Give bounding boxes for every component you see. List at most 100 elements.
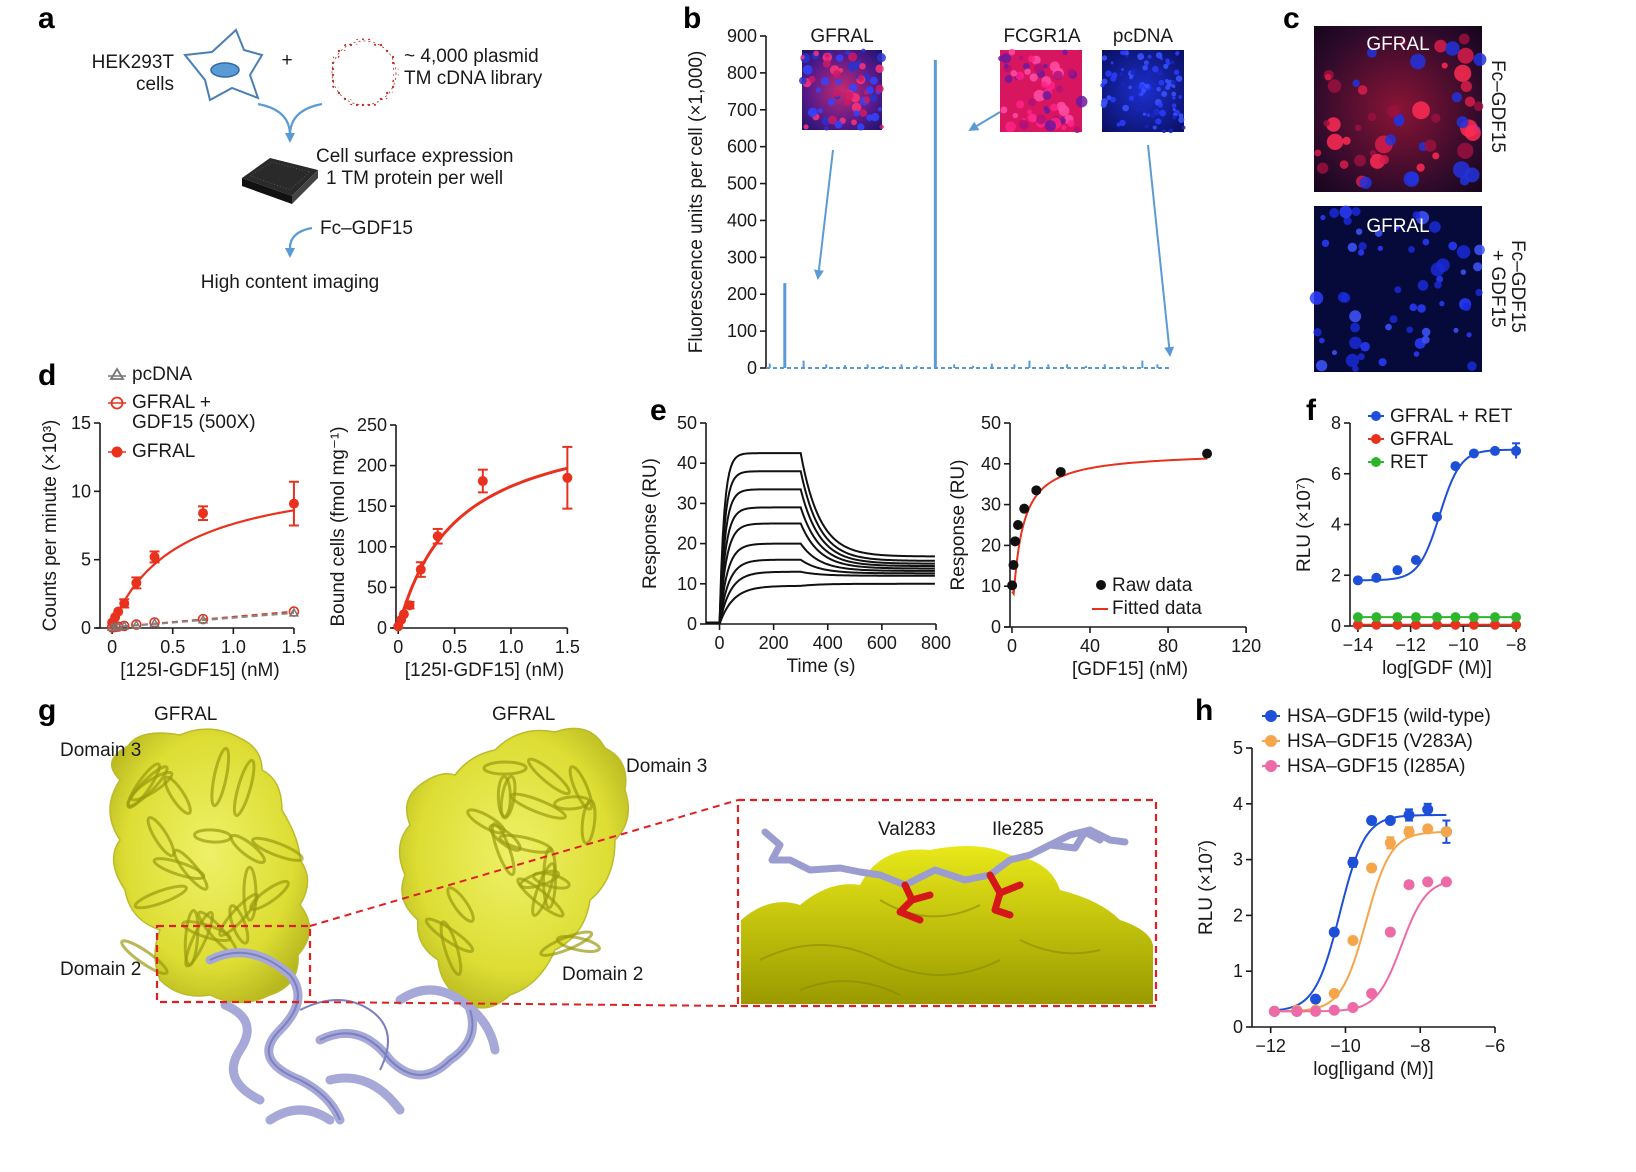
helix-coil bbox=[251, 836, 304, 862]
y-tick-label: 2 bbox=[1331, 565, 1341, 585]
h-point bbox=[1384, 837, 1396, 849]
x-axis-label: log[GDF (M)] bbox=[1382, 658, 1492, 679]
cell-dot bbox=[1462, 302, 1471, 312]
h-point bbox=[1422, 803, 1434, 815]
cell-dot bbox=[1027, 113, 1037, 123]
cells-label-line2: cells bbox=[136, 74, 174, 95]
h-point bbox=[1328, 1004, 1340, 1016]
cell-dot bbox=[1436, 275, 1444, 283]
cell-dot bbox=[1029, 73, 1038, 82]
cell-dot bbox=[1008, 48, 1016, 56]
left-gfral-label: GFRAL bbox=[154, 704, 217, 725]
helix-coil bbox=[152, 857, 206, 880]
cell-dot bbox=[820, 77, 830, 86]
f-point bbox=[1432, 612, 1442, 623]
cell-dot bbox=[1152, 125, 1157, 130]
y-tick-label: 20 bbox=[981, 535, 1001, 555]
y-tick-label: 300 bbox=[727, 247, 757, 267]
h-point bbox=[1347, 1001, 1359, 1013]
gfral-point bbox=[131, 577, 142, 588]
helix-coil bbox=[172, 848, 209, 891]
inset-label-gfral: GFRAL bbox=[810, 26, 873, 47]
y-tick-label: 40 bbox=[981, 454, 1001, 474]
y-tick-label: 50 bbox=[367, 577, 387, 597]
panel-label-h: h bbox=[1195, 694, 1213, 727]
cell-dot bbox=[1394, 224, 1400, 231]
y-tick-label: 2 bbox=[1233, 905, 1243, 925]
cell-dot bbox=[1358, 242, 1367, 251]
gfral-ret-fit bbox=[1357, 448, 1517, 582]
f-point bbox=[1468, 612, 1479, 623]
cell-dot bbox=[1454, 64, 1472, 82]
cell-dot bbox=[876, 53, 886, 63]
f-point bbox=[1490, 619, 1500, 630]
raw-data-point bbox=[1202, 448, 1213, 459]
panel-e-legend: Raw data Fitted data bbox=[1092, 575, 1202, 619]
panel-label-g: g bbox=[38, 694, 56, 727]
sensorgram-trace bbox=[706, 570, 935, 625]
cell-dot bbox=[1122, 104, 1129, 112]
reagent-label: Fc–GDF15 bbox=[320, 218, 413, 239]
cell-dot bbox=[1010, 70, 1018, 77]
f-point bbox=[1432, 619, 1442, 630]
plus-sign: + bbox=[281, 50, 292, 71]
cell-dot bbox=[1408, 246, 1415, 253]
helix-coil bbox=[210, 746, 231, 808]
cell-dot bbox=[1329, 208, 1339, 218]
x-tick-label: 0 bbox=[107, 637, 117, 657]
x-axis-label: [GDF15] (nM) bbox=[1072, 659, 1188, 680]
pcdna-point bbox=[112, 621, 124, 631]
cell-dot bbox=[824, 53, 830, 58]
cell-dot bbox=[1456, 116, 1469, 129]
y-axis-label: Bound cells (fmol mg⁻¹) bbox=[328, 426, 349, 626]
cell-dot bbox=[1430, 262, 1445, 277]
raw-data-legend-marker bbox=[1096, 580, 1106, 590]
cell-nucleus-icon bbox=[210, 62, 240, 78]
x-tick-label: 40 bbox=[1080, 636, 1100, 656]
cell-dot bbox=[1181, 125, 1186, 130]
cell-dot bbox=[832, 70, 841, 78]
h-point bbox=[1384, 926, 1396, 938]
panel-c-micrographs: GFRAL GFRAL Fc–GDF15 Fc–GDF15 + GDF15 bbox=[1309, 26, 1528, 372]
cell-dot bbox=[1022, 62, 1030, 70]
panel-h-chart: 0 1 2 3 4 5 −12 −10 −8 −6 log[ligand (M)] RLU (×10⁷… bbox=[1196, 738, 1505, 1080]
cell-dot bbox=[1350, 322, 1360, 333]
legend-marker bbox=[1265, 710, 1277, 722]
x-tick-label: 0 bbox=[715, 633, 725, 653]
helix-coil bbox=[129, 770, 174, 802]
cell-dot bbox=[1172, 96, 1176, 100]
cell-dot bbox=[1337, 291, 1349, 303]
cell-dot bbox=[1041, 81, 1048, 88]
y-axis-label: Counts per minute (×10³) bbox=[40, 420, 61, 632]
cell-dot bbox=[1173, 69, 1180, 76]
cell-dot bbox=[1144, 83, 1150, 89]
cell-dot bbox=[1457, 47, 1474, 64]
legend-marker bbox=[1371, 457, 1381, 467]
cell-dot bbox=[1018, 55, 1024, 61]
y-tick-label: 50 bbox=[677, 413, 697, 433]
helix-coil bbox=[446, 886, 475, 923]
helix-coil bbox=[527, 757, 571, 796]
cell-dot bbox=[1165, 84, 1171, 91]
cell-dot bbox=[1141, 108, 1147, 113]
cell-dot bbox=[848, 83, 858, 93]
y-tick-label: 30 bbox=[981, 495, 1001, 515]
helix-coil bbox=[229, 833, 266, 865]
x-axis-label: [125I-GDF15] (nM) bbox=[120, 660, 279, 681]
helix-coil bbox=[232, 758, 256, 818]
cell-dot bbox=[1453, 327, 1459, 333]
cell-dot bbox=[1178, 116, 1185, 123]
x-tick-label: 1.0 bbox=[498, 637, 523, 657]
legend-label: GFRAL bbox=[1390, 429, 1453, 450]
cell-dot bbox=[1062, 49, 1068, 56]
cell-dot bbox=[1473, 262, 1483, 272]
cell-dot bbox=[1417, 280, 1429, 291]
x-tick-label: 1.0 bbox=[221, 637, 246, 657]
c-side-label-bottom-2: + GDF15 bbox=[1487, 250, 1508, 328]
raw-data-point bbox=[1008, 559, 1019, 570]
zoom-region-box bbox=[155, 924, 312, 1004]
cell-dot bbox=[1473, 101, 1484, 112]
cell-dot bbox=[1119, 72, 1124, 77]
